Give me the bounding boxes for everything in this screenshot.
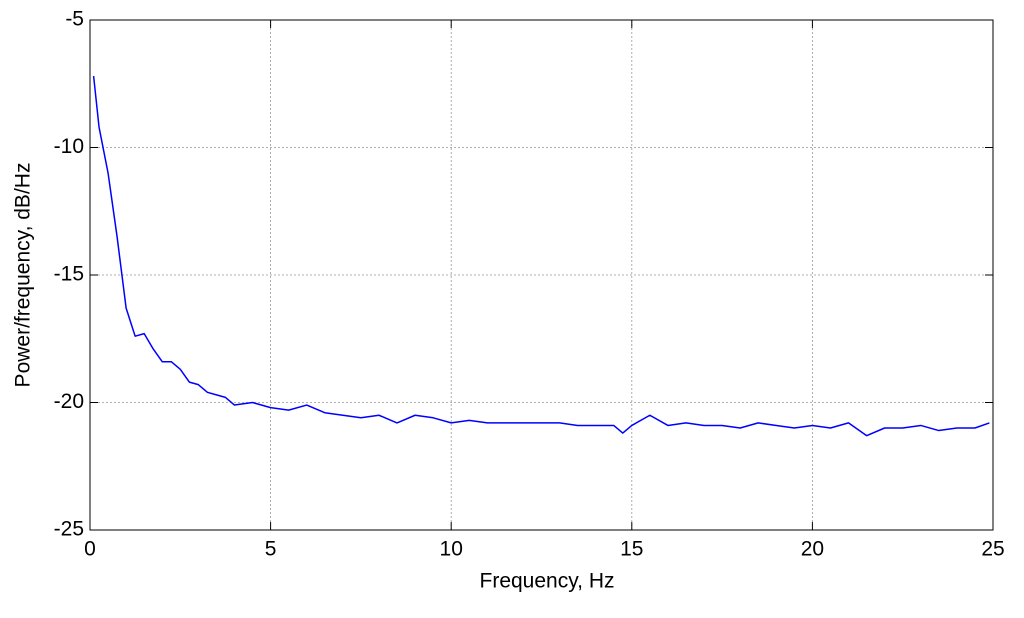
x-tick-label: 0 (84, 538, 96, 561)
x-tick-label: 25 (981, 538, 1004, 561)
x-axis-label: Frequency, Hz (480, 570, 615, 593)
plot-frame (89, 19, 994, 531)
x-tick-label: 10 (440, 538, 463, 561)
x-tick-label: 5 (265, 538, 277, 561)
data-line (92, 76, 990, 437)
y-tick-label: -5 (65, 8, 84, 31)
x-tick-label: 15 (620, 538, 643, 561)
y-tick-label: -10 (54, 135, 84, 158)
x-tick-label: 20 (801, 538, 824, 561)
y-tick-label: -15 (54, 263, 84, 286)
y-tick-label: -20 (54, 390, 84, 413)
y-tick-label: -25 (54, 518, 84, 541)
y-axis-label: Power/frequency, dB/Hz (12, 163, 35, 388)
